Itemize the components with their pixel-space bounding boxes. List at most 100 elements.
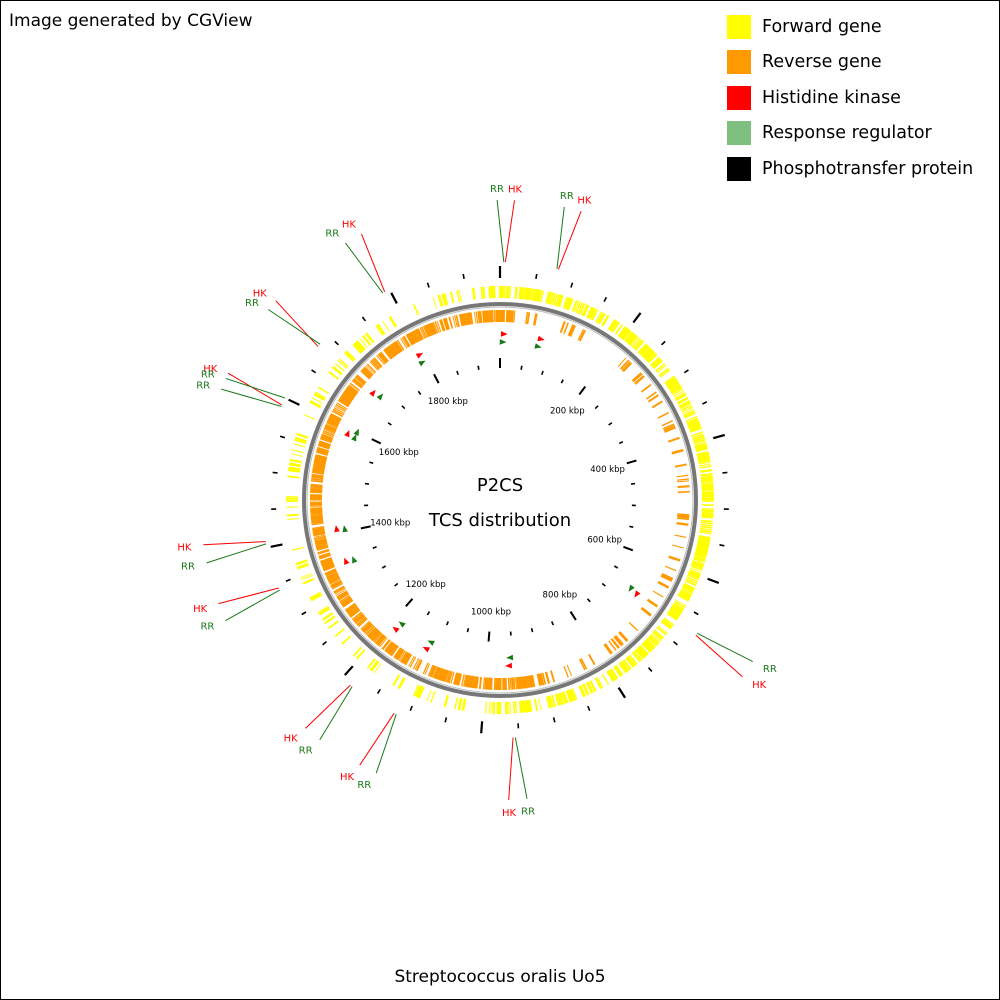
forward-gene — [693, 558, 705, 563]
reverse-gene — [310, 517, 324, 521]
axis-major-tick — [405, 598, 414, 607]
reverse-gene — [525, 676, 529, 689]
forward-gene — [700, 525, 713, 529]
outer-tick — [279, 435, 286, 439]
reverse-gene — [357, 618, 368, 628]
reverse-gene — [437, 668, 444, 681]
axis-major-tick — [433, 373, 440, 384]
reverse-gene — [323, 428, 335, 435]
reverse-gene — [311, 520, 324, 524]
forward-gene — [430, 690, 436, 703]
reverse-gene — [446, 670, 452, 683]
reverse-gene — [362, 622, 373, 633]
forward-gene — [696, 545, 709, 552]
forward-gene — [679, 590, 692, 598]
axis-tick-label: 1000 kbp — [471, 608, 511, 618]
reverse-gene — [522, 676, 528, 689]
axis-tick-label: 1400 kbp — [370, 518, 410, 528]
forward-gene — [443, 694, 449, 708]
reverse-gene — [614, 634, 624, 646]
reverse-gene — [445, 670, 450, 683]
outer-tick — [480, 721, 484, 734]
forward-gene — [624, 331, 633, 342]
legend-item-reverse-gene: Reverse gene — [727, 45, 973, 81]
reverse-gene — [478, 676, 483, 690]
forward-gene — [359, 338, 368, 348]
axis-tick-label: 400 kbp — [590, 465, 625, 475]
reverse-gene — [434, 321, 440, 333]
response-regulator-marker — [499, 339, 507, 345]
reverse-gene — [509, 677, 512, 690]
forward-gene — [697, 538, 711, 544]
forward-gene — [693, 436, 706, 443]
legend-label-response-regulator: Response regulator — [762, 123, 932, 144]
callout-line — [225, 589, 280, 622]
reverse-gene — [432, 321, 439, 334]
forward-gene — [677, 593, 690, 602]
reverse-gene — [460, 313, 466, 326]
forward-gene — [699, 468, 713, 473]
reverse-gene — [467, 675, 473, 688]
forward-gene — [331, 365, 343, 376]
reverse-gene — [392, 342, 401, 354]
reverse-gene — [310, 484, 323, 489]
reverse-gene — [370, 359, 381, 370]
reverse-gene — [478, 310, 483, 324]
callout-label: HK — [177, 543, 192, 554]
forward-gene — [692, 434, 705, 441]
forward-gene — [296, 432, 309, 439]
axis-minor-tick — [520, 365, 523, 370]
outer-tick — [647, 667, 653, 672]
reverse-gene — [550, 670, 556, 683]
forward-gene — [328, 620, 339, 630]
reverse-gene — [310, 507, 323, 509]
reverse-gene — [333, 585, 345, 594]
axis-tick-label: 600 kbp — [587, 536, 622, 546]
outer-tick — [285, 578, 291, 582]
forward-gene — [668, 382, 681, 391]
reverse-gene — [313, 463, 326, 468]
forward-gene — [288, 466, 301, 472]
forward-gene — [322, 612, 334, 621]
reverse-gene — [330, 580, 343, 589]
forward-gene — [693, 555, 706, 562]
forward-gene — [647, 636, 658, 647]
axis-minor-tick — [445, 621, 449, 626]
forward-gene — [530, 288, 534, 301]
reverse-gene — [332, 408, 344, 416]
histidine-kinase-marker — [537, 335, 545, 342]
forward-gene — [595, 311, 602, 323]
reverse-gene — [377, 353, 387, 364]
forward-gene — [650, 356, 661, 366]
forward-gene — [701, 481, 714, 485]
outer-tick — [603, 296, 608, 303]
reverse-gene — [354, 613, 365, 624]
reverse-gene — [321, 433, 334, 440]
axis-minor-tick — [618, 440, 624, 445]
forward-gene — [622, 659, 632, 671]
reverse-gene — [329, 415, 341, 422]
reverse-gene — [608, 640, 617, 651]
reverse-gene — [336, 590, 348, 598]
forward-gene — [567, 689, 575, 702]
outer-tick — [444, 717, 448, 723]
forward-gene — [683, 410, 695, 417]
outer-tick — [334, 340, 340, 346]
reverse-gene — [671, 448, 684, 455]
callout-label: RR — [325, 229, 339, 240]
axis-minor-tick — [594, 405, 599, 410]
forward-gene — [687, 572, 700, 580]
forward-gene — [471, 287, 476, 300]
forward-gene — [700, 521, 713, 525]
histidine-kinase-marker — [369, 389, 376, 397]
reverse-gene — [482, 677, 486, 690]
reverse-gene — [652, 590, 664, 598]
reverse-gene — [316, 448, 329, 455]
forward-gene — [633, 650, 643, 661]
reverse-gene — [401, 651, 410, 664]
reverse-gene — [402, 652, 412, 665]
forward-gene — [366, 658, 376, 669]
axis-minor-tick — [629, 525, 634, 528]
forward-gene — [701, 485, 714, 489]
forward-gene — [480, 286, 484, 299]
